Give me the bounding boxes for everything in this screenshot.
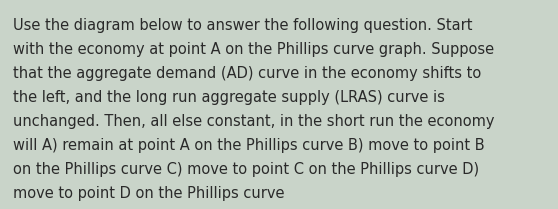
Text: on the Phillips curve C) move to point C on the Phillips curve D): on the Phillips curve C) move to point C… [13,162,479,177]
Text: Use the diagram below to answer the following question. Start: Use the diagram below to answer the foll… [13,18,473,33]
Text: will A) remain at point A on the Phillips curve B) move to point B: will A) remain at point A on the Phillip… [13,138,485,153]
Text: the left, and the long run aggregate supply (LRAS) curve is: the left, and the long run aggregate sup… [13,90,445,105]
Text: that the aggregate demand (AD) curve in the economy shifts to: that the aggregate demand (AD) curve in … [13,66,481,81]
Text: move to point D on the Phillips curve: move to point D on the Phillips curve [13,186,285,201]
Text: unchanged. Then, all else constant, in the short run the economy: unchanged. Then, all else constant, in t… [13,114,494,129]
Text: with the economy at point A on the Phillips curve graph. Suppose: with the economy at point A on the Phill… [13,42,494,57]
